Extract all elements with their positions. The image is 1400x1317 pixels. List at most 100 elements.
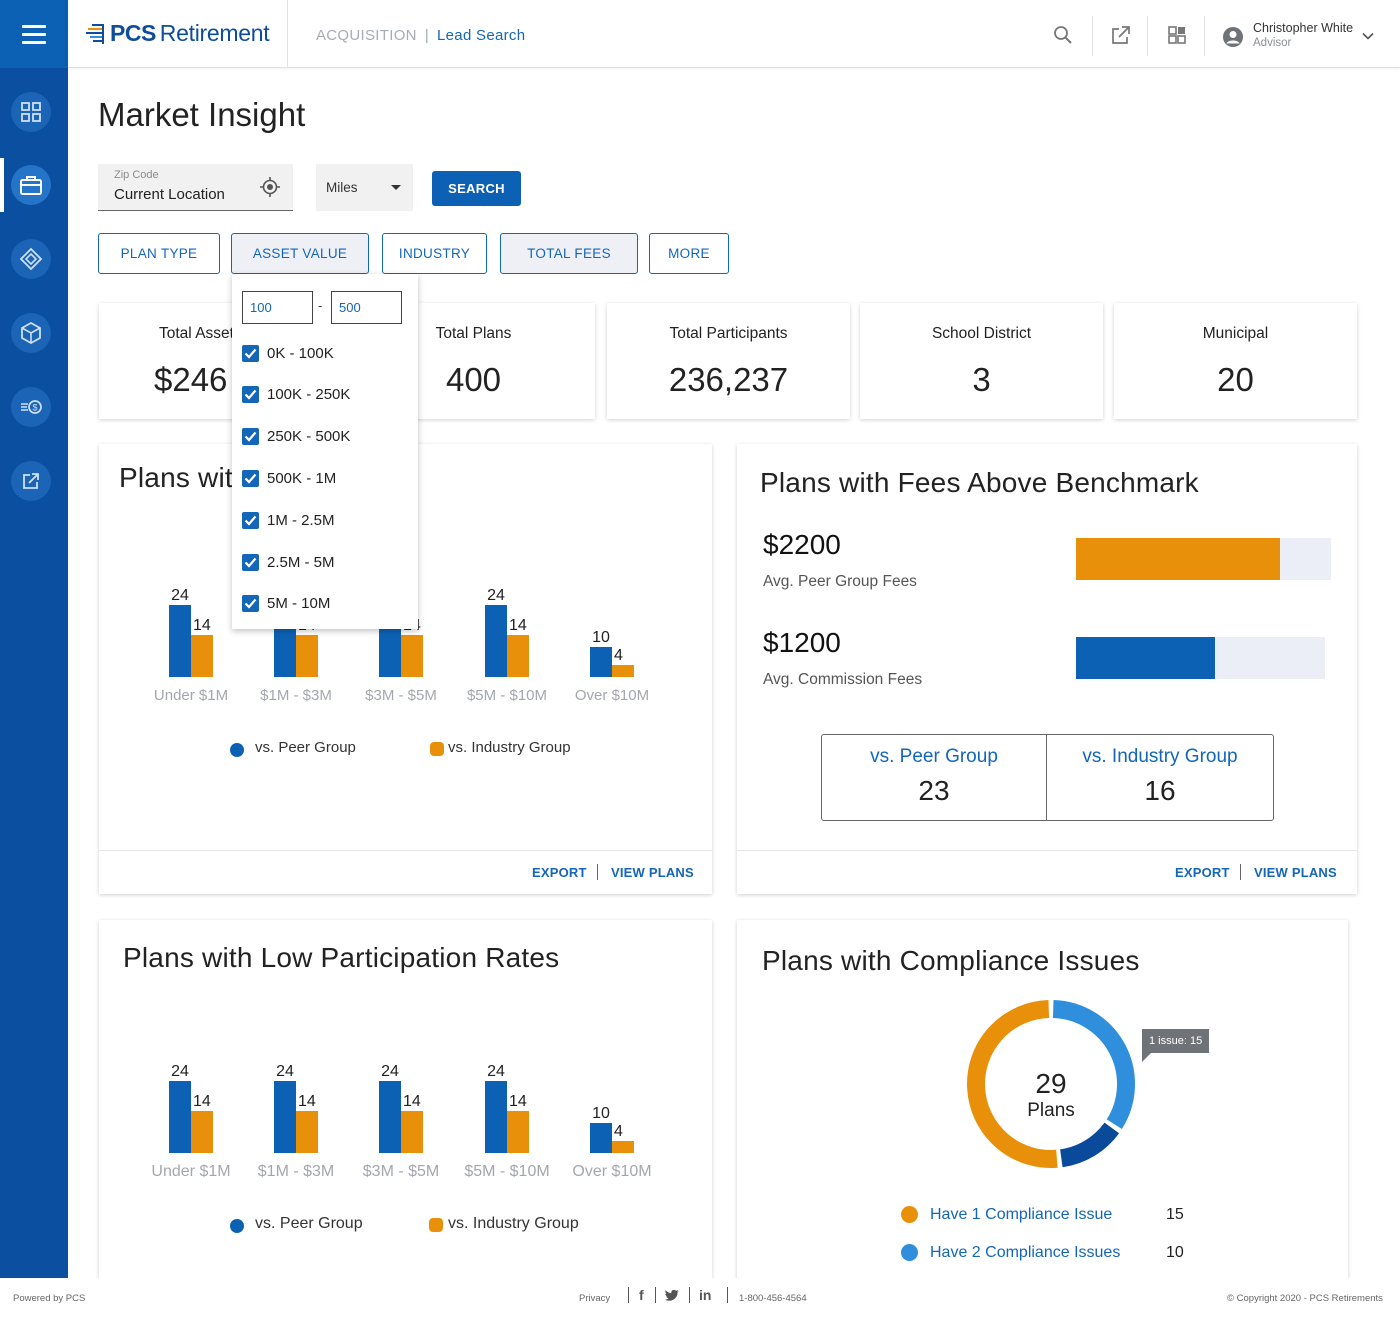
- checkbox-checked-icon[interactable]: [242, 386, 259, 404]
- peer-group-bar[interactable]: [485, 605, 507, 677]
- category-label: Under $1M: [154, 687, 228, 704]
- industry-group-bar[interactable]: [507, 1111, 529, 1153]
- industry-group-bar[interactable]: [401, 635, 423, 677]
- industry-group-bar[interactable]: [507, 635, 529, 677]
- asset-range-option[interactable]: 0K - 100K: [242, 342, 334, 364]
- asset-range-option[interactable]: 2.5M - 5M: [242, 551, 335, 573]
- peer-group-bar[interactable]: [485, 1081, 507, 1153]
- pcs-logo[interactable]: PCS Retirement: [84, 20, 270, 47]
- asset-max-input[interactable]: [331, 291, 402, 324]
- linkedin-icon[interactable]: in: [699, 1287, 712, 1303]
- donut-total-label: Plans: [1027, 1100, 1075, 1121]
- peer-group-bar[interactable]: [379, 1081, 401, 1153]
- zip-code-field[interactable]: Zip Code Current Location: [98, 164, 293, 211]
- asset-range-option[interactable]: 1M - 2.5M: [242, 509, 335, 531]
- legend-one-issue-value: 15: [1166, 1206, 1184, 1223]
- menu-icon[interactable]: [0, 0, 68, 68]
- checkbox-checked-icon[interactable]: [242, 469, 259, 487]
- peer-fee-amount: $2200: [763, 529, 841, 560]
- asset-value-filter[interactable]: ASSET VALUE: [231, 233, 369, 274]
- asset-range-option[interactable]: 250K - 500K: [242, 426, 350, 448]
- export-link[interactable]: EXPORT: [532, 865, 587, 880]
- divider: [1092, 16, 1093, 56]
- peer-group-bar[interactable]: [590, 647, 612, 677]
- peer-group-bar[interactable]: [169, 605, 191, 677]
- peer-group-bar[interactable]: [590, 1123, 612, 1153]
- legend-peer-label: vs. Peer Group: [255, 739, 356, 756]
- distance-unit-select[interactable]: Miles: [316, 164, 413, 211]
- legend-industry-label: vs. Industry Group: [448, 739, 571, 756]
- twitter-icon[interactable]: [665, 1289, 680, 1302]
- nav-finance[interactable]: $: [11, 387, 51, 427]
- industry-group-bar[interactable]: [191, 1111, 213, 1153]
- industry-group-bar[interactable]: [612, 1141, 634, 1153]
- asset-range-option[interactable]: 5M - 10M: [242, 593, 330, 615]
- industry-filter[interactable]: INDUSTRY: [382, 233, 487, 274]
- compliance-panel: Plans with Compliance Issues 29 Plans 1 …: [737, 920, 1348, 1290]
- asset-range-label: 250K - 500K: [267, 428, 351, 446]
- checkbox-checked-icon[interactable]: [242, 553, 259, 571]
- bar-value-label: 24: [487, 1063, 505, 1080]
- legend-peer-dot: [230, 743, 244, 757]
- dashboard-grid-icon: [21, 102, 41, 122]
- powered-by: Powered by PCS: [13, 1293, 86, 1304]
- privacy-link[interactable]: Privacy: [579, 1293, 611, 1304]
- checkbox-checked-icon[interactable]: [242, 344, 259, 362]
- legend-two-issues-label[interactable]: Have 2 Compliance Issues: [930, 1244, 1121, 1261]
- donut-slice[interactable]: [1059, 1122, 1120, 1168]
- active-nav-indicator: [0, 158, 4, 212]
- asset-range-label: 0K - 100K: [267, 344, 334, 362]
- industry-group-bar[interactable]: [612, 665, 634, 677]
- stat-value: 236,237: [668, 361, 789, 398]
- search-button[interactable]: SEARCH: [432, 171, 521, 206]
- dropdown-arrow-icon: [391, 185, 401, 190]
- locate-icon[interactable]: [259, 176, 281, 198]
- total-fees-filter[interactable]: TOTAL FEES: [500, 233, 638, 274]
- checkbox-checked-icon[interactable]: [242, 428, 259, 446]
- nav-external[interactable]: [11, 461, 51, 501]
- industry-group-bar[interactable]: [191, 635, 213, 677]
- nav-dashboard[interactable]: [11, 92, 51, 132]
- facebook-icon[interactable]: f: [639, 1287, 644, 1303]
- view-plans-link[interactable]: VIEW PLANS: [1254, 865, 1337, 880]
- bar-value-label: 24: [276, 1063, 294, 1080]
- donut-slice[interactable]: [967, 1000, 1058, 1168]
- external-link-icon: [23, 473, 39, 489]
- export-link[interactable]: EXPORT: [1175, 865, 1230, 880]
- industry-group-bar[interactable]: [296, 1111, 318, 1153]
- commission-fee-amount: $1200: [763, 627, 841, 658]
- breadcrumb-acquisition[interactable]: ACQUISITION: [316, 27, 417, 44]
- asset-range-label: 500K - 1M: [267, 469, 337, 487]
- panel-title: Plans with Fees Above Benchmark: [760, 467, 1199, 498]
- peer-group-bar[interactable]: [169, 1081, 191, 1153]
- industry-group-bar[interactable]: [401, 1111, 423, 1153]
- divider: [1240, 864, 1241, 880]
- legend-peer-label: vs. Peer Group: [255, 1215, 363, 1232]
- divider: [287, 0, 288, 68]
- plan-type-filter[interactable]: PLAN TYPE: [98, 233, 220, 274]
- zip-code-value: Current Location: [114, 186, 225, 203]
- stat-label: Total Participants: [669, 325, 788, 342]
- peer-group-bar[interactable]: [274, 1081, 296, 1153]
- checkbox-checked-icon[interactable]: [242, 595, 259, 613]
- asset-range-option[interactable]: 100K - 250K: [242, 384, 350, 406]
- apps-grid-icon[interactable]: [1166, 24, 1188, 46]
- checkbox-checked-icon[interactable]: [242, 511, 259, 529]
- nav-acquisition[interactable]: [11, 165, 51, 205]
- legend-one-issue-label[interactable]: Have 1 Compliance Issue: [930, 1206, 1113, 1223]
- breadcrumb-lead-search[interactable]: Lead Search: [437, 27, 526, 44]
- view-plans-link[interactable]: VIEW PLANS: [611, 865, 694, 880]
- share-icon[interactable]: [1110, 24, 1132, 46]
- more-filter[interactable]: MORE: [649, 233, 729, 274]
- search-icon[interactable]: [1052, 24, 1074, 46]
- nav-products[interactable]: [11, 313, 51, 353]
- divider: [655, 1287, 656, 1303]
- asset-range-option[interactable]: 500K - 1M: [242, 467, 336, 489]
- stat-label: Total Assets: [159, 325, 242, 342]
- asset-min-input[interactable]: [242, 291, 313, 324]
- donut-slice[interactable]: [1052, 1000, 1135, 1130]
- nav-diamond[interactable]: [11, 239, 51, 279]
- divider: [597, 864, 598, 880]
- industry-group-bar[interactable]: [296, 635, 318, 677]
